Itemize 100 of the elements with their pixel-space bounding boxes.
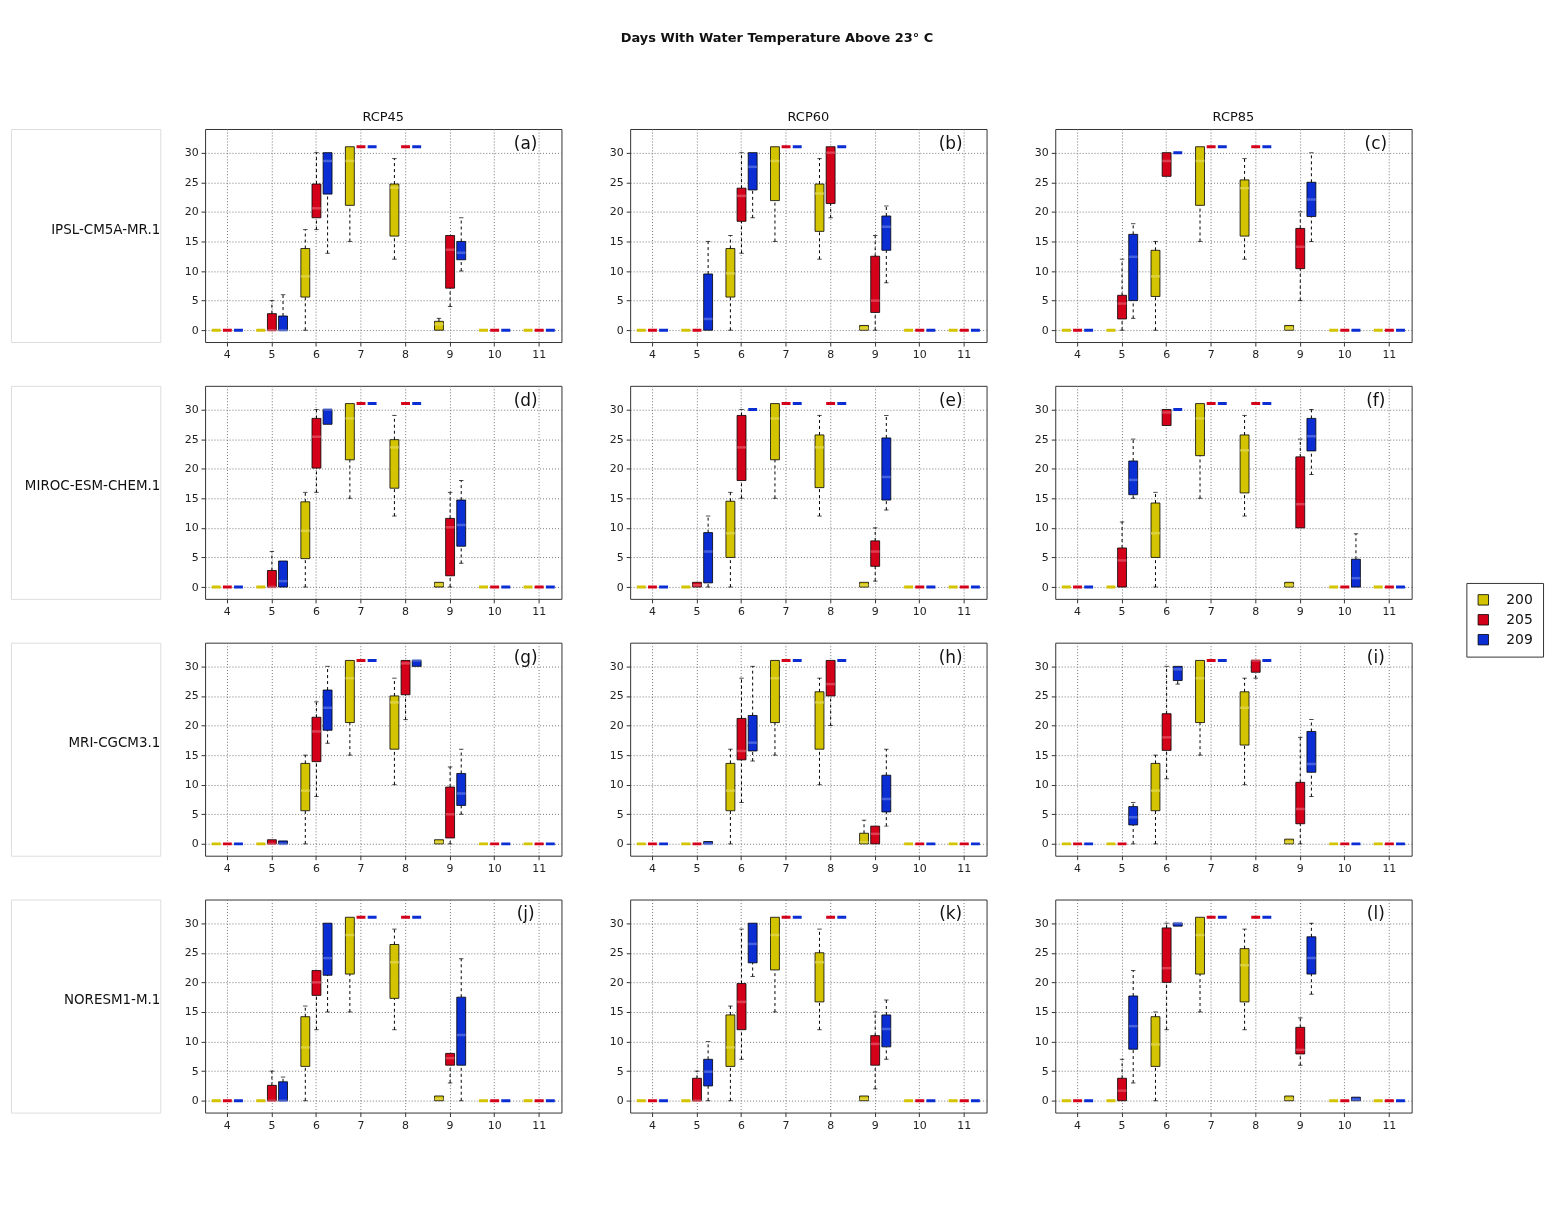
annotation: (c) xyxy=(1364,132,1388,153)
y-tick-label: 10 xyxy=(184,1035,199,1049)
annotation: (h) xyxy=(938,646,963,667)
y-tick-label: 10 xyxy=(184,778,199,792)
x-tick-label: 9 xyxy=(871,862,879,876)
y-tick-label: 5 xyxy=(616,550,624,564)
y-axis-title: NORESM1-M.1 xyxy=(64,992,161,1008)
x-tick-label: 7 xyxy=(357,348,365,362)
y-tick-label: 5 xyxy=(1041,550,1049,564)
annotation: (d) xyxy=(513,389,538,410)
x-tick-label: 6 xyxy=(312,605,320,619)
x-tick-label: 9 xyxy=(871,348,879,362)
y-tick-label: 30 xyxy=(1034,916,1049,930)
x-tick-label: 5 xyxy=(268,605,276,619)
y-axis-title: MRI-CGCM3.1 xyxy=(68,735,161,751)
x-tick-label: 5 xyxy=(1118,1118,1126,1132)
y-tick-label: 30 xyxy=(184,146,199,160)
y-tick-label: 20 xyxy=(609,719,624,733)
y-tick-label: 15 xyxy=(609,1005,624,1019)
chart-title: RCP85 xyxy=(1212,109,1255,125)
annotation: (b) xyxy=(938,132,963,153)
x-tick-label: 9 xyxy=(446,348,454,362)
y-tick-label: 10 xyxy=(609,1035,624,1049)
x-tick-label: 9 xyxy=(1296,348,1304,362)
x-tick-label: 9 xyxy=(1296,605,1304,619)
annotation: (j) xyxy=(516,903,535,924)
y-tick-label: 0 xyxy=(191,580,199,594)
y-tick-label: 25 xyxy=(1034,689,1049,703)
y-tick-label: 0 xyxy=(616,580,624,594)
y-tick-label: 30 xyxy=(1034,146,1049,160)
chart-title: RCP45 xyxy=(362,109,405,125)
x-tick-label: 4 xyxy=(223,1118,231,1132)
y-tick-label: 0 xyxy=(191,837,199,851)
y-tick-label: 0 xyxy=(1041,837,1049,851)
y-tick-label: 5 xyxy=(1041,294,1049,308)
y-tick-label: 10 xyxy=(1034,1035,1049,1049)
x-tick-label: 8 xyxy=(827,862,835,876)
x-tick-label: 11 xyxy=(957,1118,972,1132)
x-tick-label: 8 xyxy=(402,348,410,362)
legend-label: 200 xyxy=(1506,590,1533,607)
x-tick-label: 11 xyxy=(1382,348,1397,362)
y-tick-label: 30 xyxy=(184,916,199,930)
annotation: (l) xyxy=(1366,903,1385,924)
x-tick-label: 8 xyxy=(1252,1118,1260,1132)
x-tick-label: 11 xyxy=(1382,605,1397,619)
y-tick-label: 15 xyxy=(609,234,624,248)
annotation: (i) xyxy=(1366,646,1385,667)
y-tick-label: 5 xyxy=(191,807,199,821)
x-tick-label: 11 xyxy=(1382,862,1397,876)
x-tick-label: 6 xyxy=(738,1118,746,1132)
y-tick-label: 15 xyxy=(1034,748,1049,762)
y-tick-label: 0 xyxy=(191,323,199,337)
x-tick-label: 6 xyxy=(312,1118,320,1132)
x-tick-label: 10 xyxy=(912,348,927,362)
x-tick-label: 9 xyxy=(1296,862,1304,876)
y-tick-label: 25 xyxy=(1034,175,1049,189)
annotation: (f) xyxy=(1366,389,1386,410)
y-tick-label: 15 xyxy=(1034,1005,1049,1019)
x-tick-label: 5 xyxy=(268,862,276,876)
y-tick-label: 5 xyxy=(616,807,624,821)
x-tick-label: 10 xyxy=(912,862,927,876)
y-tick-label: 15 xyxy=(609,491,624,505)
x-tick-label: 7 xyxy=(357,1118,365,1132)
x-tick-label: 6 xyxy=(312,348,320,362)
y-tick-label: 20 xyxy=(609,462,624,476)
y-tick-label: 5 xyxy=(1041,807,1049,821)
x-tick-label: 10 xyxy=(1337,348,1352,362)
x-tick-label: 8 xyxy=(827,348,835,362)
x-tick-label: 11 xyxy=(957,605,972,619)
x-tick-label: 7 xyxy=(782,1118,790,1132)
x-tick-label: 6 xyxy=(738,862,746,876)
x-tick-label: 8 xyxy=(1252,862,1260,876)
x-tick-label: 6 xyxy=(1163,348,1171,362)
x-tick-label: 6 xyxy=(1163,605,1171,619)
y-tick-label: 20 xyxy=(184,975,199,989)
x-tick-label: 11 xyxy=(532,862,547,876)
y-tick-label: 20 xyxy=(184,719,199,733)
y-tick-label: 20 xyxy=(184,205,199,219)
x-tick-label: 6 xyxy=(1163,1118,1171,1132)
x-tick-label: 4 xyxy=(223,605,231,619)
y-tick-label: 10 xyxy=(1034,264,1049,278)
x-tick-label: 10 xyxy=(912,1118,927,1132)
x-tick-label: 5 xyxy=(693,348,701,362)
y-tick-label: 25 xyxy=(609,175,624,189)
y-tick-label: 5 xyxy=(191,550,199,564)
y-tick-label: 20 xyxy=(609,975,624,989)
y-tick-label: 20 xyxy=(609,205,624,219)
y-tick-label: 10 xyxy=(609,264,624,278)
y-tick-label: 30 xyxy=(1034,659,1049,673)
x-tick-label: 8 xyxy=(1252,605,1260,619)
x-tick-label: 10 xyxy=(912,605,927,619)
x-tick-label: 11 xyxy=(532,348,547,362)
x-tick-label: 5 xyxy=(268,1118,276,1132)
y-tick-label: 10 xyxy=(1034,778,1049,792)
x-tick-label: 10 xyxy=(1337,1118,1352,1132)
x-tick-label: 10 xyxy=(487,862,502,876)
x-tick-label: 7 xyxy=(782,348,790,362)
x-tick-label: 11 xyxy=(957,862,972,876)
y-tick-label: 30 xyxy=(184,659,199,673)
y-tick-label: 0 xyxy=(1041,580,1049,594)
